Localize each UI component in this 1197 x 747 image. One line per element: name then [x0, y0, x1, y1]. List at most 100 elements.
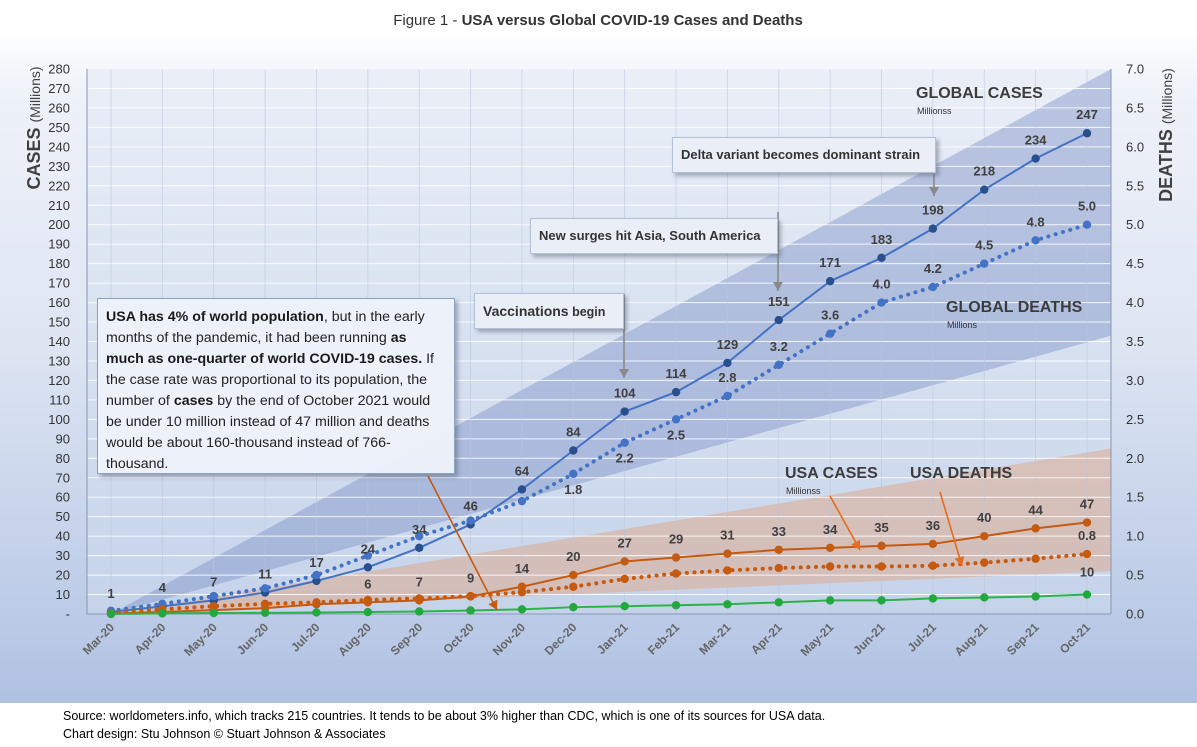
annotation-arrows: [427, 174, 965, 611]
usa-cases-point: [671, 553, 681, 562]
global-cases-point: [363, 563, 373, 572]
usa-deaths-point: [260, 599, 270, 609]
callout-vaccinations-bold: Vaccinations: [483, 303, 569, 319]
usa-cases-data-label: 20: [566, 549, 580, 564]
arrow-infobox-head: [488, 599, 498, 610]
global-deaths-point: [466, 516, 475, 525]
info-p6: by the end of October 2021 would be unde…: [106, 393, 431, 472]
chart-title: Figure 1 - USA versus Global COVID-19 Ca…: [393, 12, 803, 29]
right-tick-label: 0.0: [1126, 607, 1144, 622]
x-tick-label: Sep-21: [1004, 620, 1042, 658]
left-tick-label: 20: [56, 568, 70, 583]
usa-cases-data-label: 33: [772, 524, 786, 539]
global-cases-data-label: 34: [412, 522, 427, 537]
usa-deaths-cases-axis-line-point: [363, 607, 373, 617]
callout-surges: New surges hit Asia, South America: [530, 218, 778, 254]
global-cases-point: [671, 387, 681, 397]
global-cases-data-label: 11: [258, 567, 272, 582]
usa-deaths-cases-axis-line-data-label: 10: [1080, 565, 1094, 580]
global-deaths-point: [363, 551, 373, 560]
global-deaths-data-label: 5.0: [1078, 199, 1096, 214]
global-deaths-point: [620, 438, 629, 447]
global-cases-data-label: 7: [210, 574, 217, 589]
global-cases-line: [110, 132, 1088, 614]
usa-deaths-cases-axis-line-point: [928, 594, 938, 603]
left-tick-label: -: [66, 607, 70, 622]
usa-deaths-point: [877, 562, 886, 571]
global-cases-data-label: 104: [614, 386, 636, 401]
arrow-usa-cases-shaft: [829, 495, 861, 551]
global-cases-title: GLOBAL CASES: [916, 85, 1043, 102]
usa-deaths-point: [671, 569, 681, 578]
left-tick-label: 30: [56, 548, 70, 563]
usa-deaths-cases-axis-line-point: [1082, 590, 1092, 599]
right-tick-label: 0.5: [1126, 568, 1144, 583]
usa-deaths-point: [723, 566, 732, 575]
global-cases-data-label: 129: [717, 337, 739, 352]
left-tick-label: 210: [48, 198, 70, 213]
arrow-infobox-shaft: [427, 475, 498, 611]
x-tick-label: May-20: [181, 620, 220, 659]
left-tick-label: 220: [48, 178, 70, 193]
global-cases-data-label: 4: [159, 580, 167, 595]
left-tick-label: 130: [48, 353, 70, 368]
x-tick-label: Oct-21: [1057, 620, 1094, 657]
usa-deaths-cases-axis-line-point: [466, 606, 475, 615]
arrow-delta-head: [929, 187, 939, 196]
global-deaths-point: [774, 360, 783, 370]
usa-cases-data-label: 29: [669, 532, 683, 547]
right-tick-label: 3.5: [1126, 334, 1144, 349]
global-cases-data-label: 218: [973, 164, 995, 179]
x-tick-label: Jun-21: [850, 620, 887, 657]
global-deaths-point: [928, 282, 938, 292]
usa-deaths-point: [363, 595, 373, 605]
global-cases-subtitle: Millionss: [917, 106, 952, 116]
info-p3: as much as one-quarter of world COVID-19…: [106, 330, 423, 367]
usa-deaths-point: [415, 594, 424, 603]
usa-deaths-cases-axis-line-point: [569, 602, 578, 612]
usa-deaths-cases-axis-line-point: [671, 601, 681, 610]
global-cases-data-label: 1: [107, 586, 114, 601]
usa-trend-band: [111, 448, 1111, 614]
left-tick-label: 80: [56, 451, 70, 466]
right-tick-label: 1.0: [1126, 529, 1144, 544]
global-cases-data-label: 151: [768, 294, 790, 309]
usa-cases-point: [825, 543, 835, 553]
global-cases-point: [774, 315, 783, 325]
right-tick-label: 6.5: [1126, 100, 1144, 115]
callout-delta: Delta variant becomes dominant strain: [672, 137, 936, 173]
x-tick-label: Nov-20: [490, 620, 528, 658]
usa-deaths-cases-axis-line-point: [825, 596, 835, 605]
x-tick-label: Aug-21: [952, 620, 991, 659]
x-tick-label: Jul-21: [905, 620, 940, 655]
global-cases-data-label: 24: [361, 541, 376, 556]
global-cases-data-label: 114: [666, 366, 688, 381]
global-cases-point: [415, 543, 424, 553]
arrow-vaccinations-head: [619, 369, 629, 378]
usa-cases-data-label: 31: [720, 528, 734, 543]
usa-cases-point: [723, 549, 732, 558]
right-tick-label: 2.5: [1126, 412, 1144, 427]
usa-deaths-cases-axis-line-point: [209, 608, 218, 618]
right-tick-label: 3.0: [1126, 373, 1144, 388]
arrow-surges-head: [773, 282, 783, 291]
global-cases-point: [620, 407, 629, 416]
usa-deaths-point: [466, 591, 475, 601]
info-box: USA has 4% of world population, but in t…: [97, 298, 455, 474]
arrow-usa-deaths-head: [954, 555, 965, 566]
global-cases-point: [723, 358, 732, 368]
footer: Source: worldometers.info, which tracks …: [0, 703, 1197, 747]
usa-cases-data-label: 34: [823, 522, 838, 537]
usa-cases-point: [620, 557, 629, 566]
series-markers: [106, 129, 1092, 619]
usa-deaths-point: [312, 598, 321, 607]
global-cases-data-label: 64: [515, 463, 530, 478]
usa-deaths-point: [774, 563, 783, 573]
usa-deaths-line: [109, 552, 1089, 616]
arrow-usa-cases-head: [851, 539, 860, 550]
left-tick-label: 140: [48, 334, 70, 349]
left-axis-title: CASES (Millions): [24, 66, 44, 189]
usa-cases-data-label: 40: [977, 510, 991, 525]
left-tick-label: 50: [56, 509, 70, 524]
